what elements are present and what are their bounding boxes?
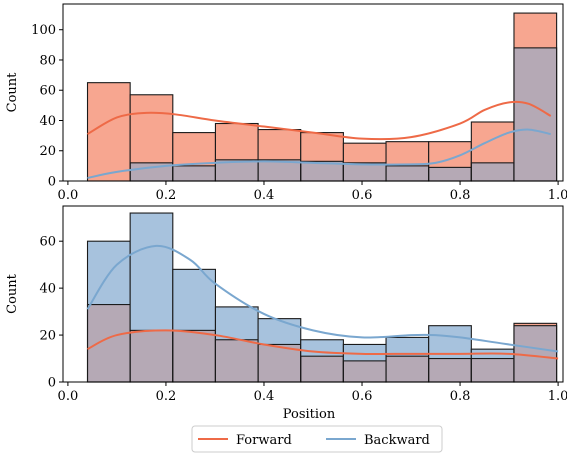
bar-fill-upper bbox=[215, 306, 259, 340]
bar-fill-upper bbox=[87, 82, 131, 181]
bar-fill-overlap bbox=[172, 330, 216, 382]
y-axis-label: Count bbox=[5, 273, 20, 314]
bar-fill-overlap bbox=[471, 162, 514, 181]
y-tick-label: 100 bbox=[31, 23, 56, 38]
bar-fill-overlap bbox=[300, 161, 344, 181]
bottom-histogram-panel: 0.0 0.2 0.4 0.6 0.8 1.0 0 20 40 60 Count Position bbox=[5, 205, 567, 422]
y-axis-label: Count bbox=[5, 72, 20, 113]
x-tick-label: 0.6 bbox=[352, 188, 373, 203]
axes-frame bbox=[62, 205, 564, 383]
bar-fill-upper bbox=[130, 213, 173, 331]
bar-fill-upper bbox=[343, 344, 387, 361]
y-tick-label: 60 bbox=[39, 235, 56, 250]
bar-fill-overlap bbox=[386, 165, 429, 181]
bar-fill-overlap bbox=[215, 159, 259, 181]
y-tick-label: 0 bbox=[48, 376, 56, 391]
bar-fill-overlap bbox=[343, 162, 387, 181]
x-tick-label: 0.6 bbox=[352, 389, 373, 404]
bar-fill-overlap bbox=[343, 360, 387, 382]
bar-fill-upper bbox=[513, 323, 557, 326]
legend-frame bbox=[191, 425, 443, 453]
bar-fill-overlap bbox=[87, 304, 131, 382]
bar-fill-upper bbox=[215, 123, 259, 160]
x-tick-label: 0.2 bbox=[156, 188, 177, 203]
y-tick-label: 20 bbox=[39, 329, 56, 344]
bar-fill-overlap bbox=[513, 47, 557, 181]
bar-fill-overlap bbox=[300, 356, 344, 382]
bar-fill-upper bbox=[386, 337, 429, 357]
bar-fill-overlap bbox=[471, 358, 514, 382]
bar-fill-upper bbox=[172, 132, 216, 166]
kde-backward-line bbox=[87, 128, 551, 179]
x-tick-label: 0.0 bbox=[58, 188, 79, 203]
kde-backward-line bbox=[86, 244, 559, 353]
bar-fill-upper bbox=[258, 318, 301, 345]
bar-fill-overlap bbox=[428, 167, 472, 181]
y-tick-label: 20 bbox=[39, 144, 56, 159]
y-tick-label: 80 bbox=[39, 53, 56, 68]
legend: Forward Backward bbox=[191, 425, 443, 453]
kde-forward-line bbox=[87, 329, 559, 360]
kde-forward-line bbox=[87, 100, 552, 141]
bar-fill-overlap bbox=[428, 358, 472, 382]
y-tick-label: 40 bbox=[39, 114, 56, 129]
y-tick-label: 0 bbox=[48, 175, 56, 190]
bar-fill-upper bbox=[258, 129, 301, 160]
y-tick-label: 40 bbox=[39, 282, 56, 297]
bar-fill-overlap bbox=[258, 344, 301, 382]
bar-fill-overlap bbox=[172, 165, 216, 181]
bar-fill-overlap bbox=[215, 339, 259, 382]
x-tick-label: 0.0 bbox=[58, 389, 79, 404]
bar-fill-upper bbox=[130, 94, 173, 163]
bar-fill-upper bbox=[471, 122, 514, 163]
bar-fill-upper bbox=[343, 143, 387, 163]
x-tick-label: 1.0 bbox=[548, 188, 567, 203]
x-tick-label: 0.8 bbox=[450, 389, 471, 404]
bar-fill-upper bbox=[300, 132, 344, 162]
x-tick-label: 1.0 bbox=[548, 389, 567, 404]
legend-forward-label: Forward bbox=[236, 433, 292, 448]
legend-backward-label: Backward bbox=[364, 433, 430, 448]
top-histogram-panel: 0.0 0.2 0.4 0.6 0.8 1.0 0 20 40 60 80 100 Count bbox=[5, 3, 567, 203]
x-axis-label: Position bbox=[283, 407, 336, 422]
x-tick-label: 0.8 bbox=[450, 188, 471, 203]
bar-fill-overlap bbox=[130, 162, 173, 181]
bar-fill-upper bbox=[386, 141, 429, 166]
bar-fill-overlap bbox=[130, 330, 173, 382]
bar-fill-upper bbox=[172, 269, 216, 331]
y-tick-label: 60 bbox=[39, 84, 56, 99]
x-tick-label: 0.4 bbox=[254, 389, 275, 404]
bar-fill-overlap bbox=[386, 356, 429, 382]
x-tick-label: 0.4 bbox=[254, 188, 275, 203]
bar-fill-upper bbox=[513, 13, 557, 48]
axes-frame bbox=[62, 3, 564, 182]
bar-fill-overlap bbox=[258, 159, 301, 181]
x-tick-label: 0.2 bbox=[156, 389, 177, 404]
